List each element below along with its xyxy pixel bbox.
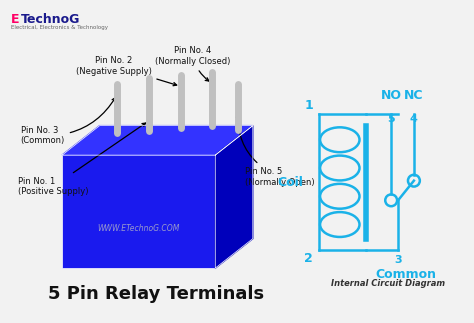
- Text: Electrical, Electronics & Technology: Electrical, Electronics & Technology: [11, 26, 108, 30]
- Polygon shape: [62, 126, 253, 155]
- Text: 3: 3: [394, 255, 402, 266]
- Text: Pin No. 1
(Positive Supply): Pin No. 1 (Positive Supply): [18, 123, 146, 196]
- Text: 5 Pin Relay Terminals: 5 Pin Relay Terminals: [48, 285, 264, 303]
- Text: Coil: Coil: [277, 176, 303, 189]
- Polygon shape: [215, 126, 253, 268]
- Text: Pin No. 3
(Common): Pin No. 3 (Common): [20, 98, 115, 145]
- Text: 4: 4: [410, 114, 418, 124]
- Text: Pin No. 2
(Negative Supply): Pin No. 2 (Negative Supply): [75, 56, 177, 86]
- Text: 2: 2: [304, 252, 313, 266]
- Text: Internal Circuit Diagram: Internal Circuit Diagram: [331, 279, 445, 288]
- Text: WWW.ETechnoG.COM: WWW.ETechnoG.COM: [97, 224, 179, 233]
- Text: 5: 5: [387, 114, 395, 124]
- Bar: [62, 155, 215, 268]
- Text: 1: 1: [304, 99, 313, 112]
- Text: Common: Common: [375, 268, 437, 281]
- Text: Pin No. 5
(Normally Open): Pin No. 5 (Normally Open): [236, 114, 315, 187]
- Text: E: E: [11, 13, 19, 26]
- Text: NC: NC: [404, 89, 424, 102]
- Text: NO: NO: [381, 89, 401, 102]
- Text: TechnoG: TechnoG: [20, 13, 80, 26]
- Text: Pin No. 4
(Normally Closed): Pin No. 4 (Normally Closed): [155, 46, 230, 81]
